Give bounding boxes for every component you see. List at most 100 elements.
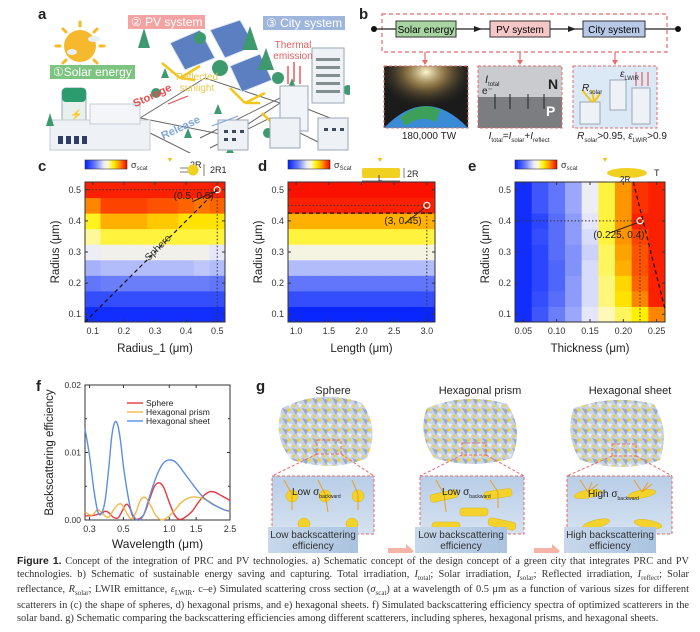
legend-label: Hexagonal prism [146,407,210,417]
heatmap-cell [178,259,195,276]
heatmap-chart-e: 0.05 0.10 0.15 0.20 0.25 0.1 0.2 0.3 0.4 0.5 Thick… [480,158,666,355]
y-tick-label: 0.1 [68,309,81,319]
heatmap-cell [402,275,420,292]
caption-subscript: scat [375,589,387,598]
heatmap-cell [531,228,549,245]
heatmap-cell [631,182,649,199]
heatmap-cell [615,197,633,214]
annotation-marker [636,217,644,225]
panel-g-illustration [271,396,673,553]
dim-2r: 2R [190,160,202,170]
tfsf-arrow-head [602,158,608,162]
heatmap-cell [418,228,436,245]
heatmap-cell [147,306,164,323]
heatmap-cell [648,290,666,307]
eps-lwir-label: εLWIR [620,69,639,82]
sphere-schematic [187,164,199,176]
caption-variable: I [414,568,418,580]
heatmap-cell [178,197,195,214]
node-pv-system-label: PV system [496,25,544,36]
system-boundary [381,13,668,53]
colorbar-title: σScat [334,160,352,172]
x-tick-label: 0.3 [149,326,162,336]
heatmap-cell [598,182,616,199]
heatmap-cell [162,259,179,276]
heatmap-cell [116,290,133,307]
heatmap-cell [386,244,403,261]
heatmap-cell [288,213,305,230]
heatmap-cell [369,306,387,323]
x-tick-label: 0.10 [548,326,566,336]
dim-t: T [654,168,660,178]
heatmap-cell [615,228,633,245]
y-tick-label: 0.4 [271,216,284,226]
heatmap-cell [178,228,195,245]
heatmap-cell [288,259,305,276]
heatmap-cell [131,228,148,245]
y-tick-label: 0.3 [498,247,511,257]
heatmap-cell [565,306,583,323]
heatmap-cell [648,259,666,276]
heatmap-cell [288,275,305,292]
heatmap-cell [209,244,226,261]
heatmap-cell [631,228,649,245]
annotation-marker [423,201,431,209]
battery-storage-icon: ⚡ [49,87,151,151]
heatmap-cell [581,306,599,323]
heatmap-cell [369,182,387,199]
heatmap-cell [131,182,148,199]
heatmap-cell [402,290,420,307]
heatmap-cell [615,244,633,261]
heatmap-cell [304,228,322,245]
heatmap-cell [85,244,102,261]
heatmap-cell [147,275,164,292]
y-axis-label: Radius (μm) [253,220,265,283]
heatmap-cell [116,306,133,323]
heatmap-cell [100,244,117,261]
heatmap-cell [147,228,164,245]
heatmap-cell [631,244,649,261]
plot-frame [84,384,231,521]
heatmap-cell [288,228,305,245]
heatmap-cell [116,197,133,214]
colorbar-min-label: 0.0 [282,158,294,159]
heatmap-cell [515,306,533,323]
heatmap-cell [85,290,102,307]
heatmap-cell [320,228,338,245]
release-arrow [211,115,239,127]
heatmap-cell [548,197,566,214]
heatmap-cell [337,244,354,261]
heatmap-cell [615,290,633,307]
heatmap-cell [598,306,616,323]
y-tick-label: 0.2 [498,278,511,288]
y-tick-label: 0.5 [271,185,284,195]
scatterer-cluster-sheet [570,399,664,467]
y-tick-label: 0.4 [498,216,511,226]
heatmap-cell [193,259,210,276]
heatmap-cell [515,182,533,199]
y-axis-label: Backscattering efficiency [44,389,56,516]
heatmap-cell [515,244,533,261]
heatmap-cell [193,228,210,245]
colorbar [84,159,128,170]
heatmap-cell [353,244,371,261]
storage-arrow [167,95,189,105]
heatmap-cell [304,275,322,292]
heatmap-cell [353,259,371,276]
heatmap-cell [209,213,226,230]
reflected-sunlight-label: Reflected sunlight [175,72,219,94]
heatmap-cell [147,290,164,307]
node-city-system-label: City system [588,25,640,36]
heatmap-cell [418,259,436,276]
heatmap-cell [581,228,599,245]
heatmap-cell [178,290,195,307]
heatmap-cell [565,228,583,245]
heatmap-cell [531,275,549,292]
heatmap-cell [116,213,133,230]
prism-schematic [362,168,400,178]
inset-sphere [271,475,375,535]
city-buildings [217,47,349,151]
g-inset-label-sheet: High σbackward [588,489,639,502]
heatmap-cell [100,259,117,276]
heatmap-cell [116,259,133,276]
